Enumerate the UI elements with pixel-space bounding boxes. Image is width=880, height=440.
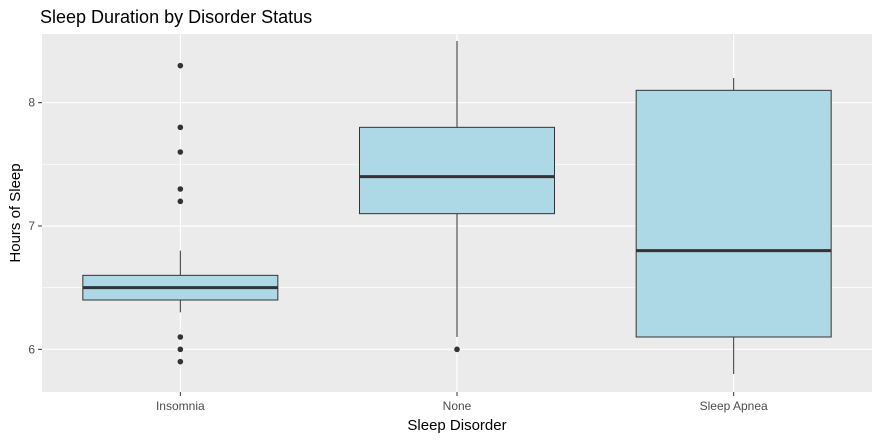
box-iqr [635, 89, 832, 338]
x-axis-title: Sleep Disorder [407, 417, 506, 434]
outlier-point [454, 346, 460, 353]
y-axis-title: Hours of Sleep [7, 163, 24, 262]
outlier-point [177, 334, 184, 340]
x-tick-label: Insomnia [156, 399, 205, 413]
box-group [359, 41, 555, 353]
y-tick-label: 6 [28, 342, 35, 356]
box-iqr [359, 126, 555, 215]
box-group [635, 78, 832, 374]
outlier-point [177, 62, 184, 69]
axes-layer: 6 7 8 Insomnia None Sleep Apnea [28, 96, 768, 413]
outlier-point [177, 186, 184, 192]
outlier-point [177, 346, 184, 353]
x-tick-label: None [443, 399, 472, 413]
boxes-layer [82, 41, 832, 374]
box-group [82, 62, 279, 365]
chart-title: Sleep Duration by Disorder Status [40, 7, 312, 27]
x-tick-label: Sleep Apnea [700, 399, 768, 413]
outlier-point [177, 358, 184, 365]
y-tick-label: 7 [28, 219, 35, 233]
outlier-point [177, 198, 184, 205]
outlier-point [177, 149, 184, 155]
y-tick-label: 8 [28, 96, 35, 110]
outlier-point [177, 124, 184, 131]
